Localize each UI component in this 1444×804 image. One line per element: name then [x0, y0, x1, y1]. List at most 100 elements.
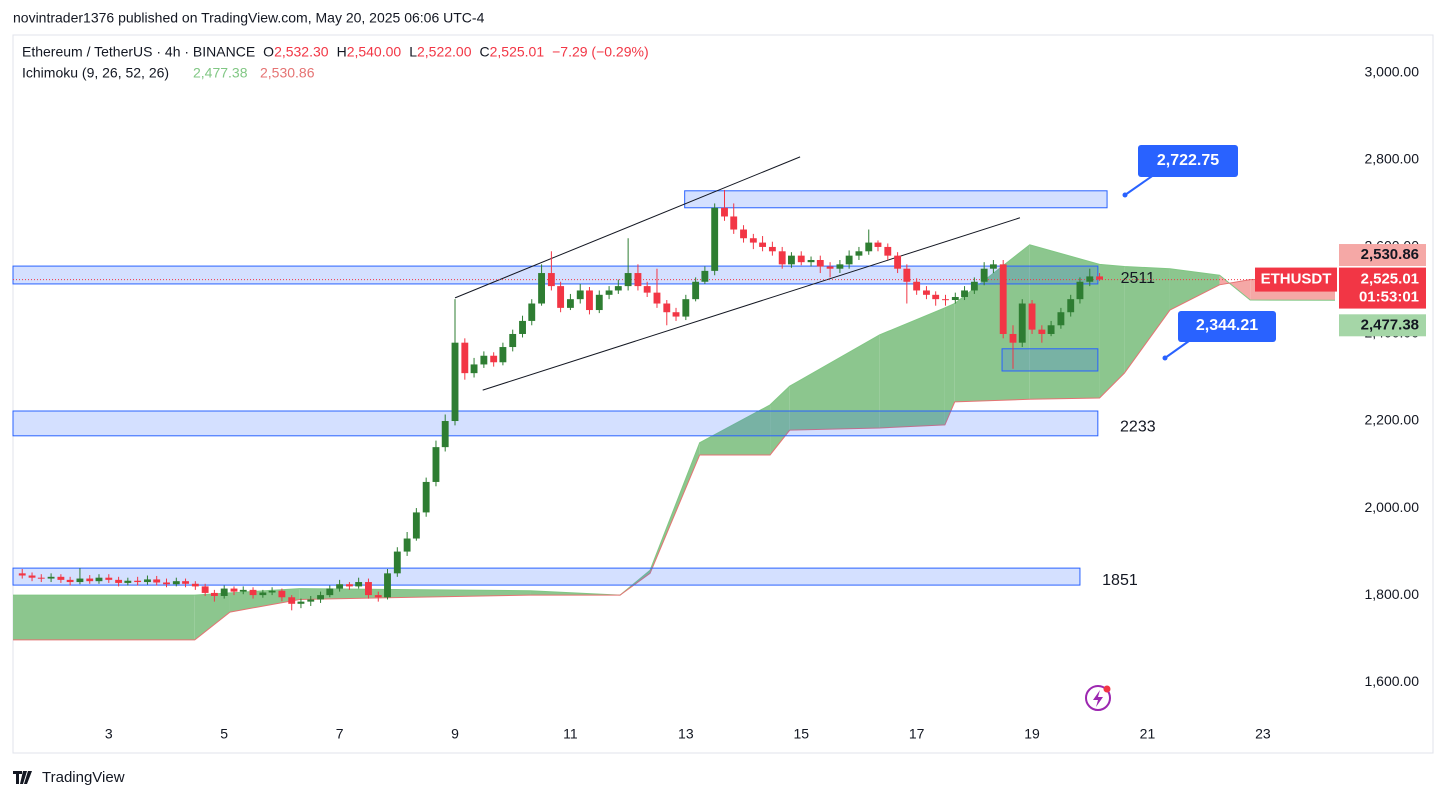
candle-body — [201, 586, 209, 593]
x-tick-label: 17 — [909, 726, 925, 742]
candle-body — [66, 579, 74, 583]
x-tick-label: 7 — [336, 726, 344, 742]
symbol-tag-label: ETHUSDT — [1261, 271, 1332, 288]
candle-body — [999, 264, 1007, 334]
y-tick-label: 2,800.00 — [1365, 151, 1420, 167]
candle-body — [566, 299, 574, 308]
candle-body — [153, 579, 161, 583]
candle-body — [76, 578, 84, 583]
candle-body — [989, 264, 997, 269]
callout-label: 2,722.75 — [1157, 152, 1219, 169]
candle-body — [47, 576, 55, 579]
ohlc-key: H — [337, 44, 347, 60]
byline: novintrader1376 published on TradingView… — [13, 10, 485, 26]
cloud-segment — [13, 595, 195, 640]
candle-body — [105, 577, 113, 580]
x-tick-label: 23 — [1255, 726, 1271, 742]
brand-name: TradingView — [42, 769, 125, 786]
price-tag-label: 2,525.01 — [1361, 271, 1419, 288]
candle-body — [336, 584, 344, 589]
candle-body — [278, 590, 286, 598]
candle-body — [942, 299, 949, 301]
candle-body — [874, 242, 882, 247]
candle-body — [509, 333, 517, 348]
candle-body — [441, 421, 449, 448]
countdown: 01:53:01 — [1359, 289, 1419, 306]
candle-body — [711, 207, 719, 271]
y-tick-label: 1,800.00 — [1365, 586, 1420, 602]
callout-box — [1178, 311, 1276, 342]
candle-body — [134, 580, 142, 583]
candle-body — [586, 290, 593, 311]
y-tick-label: 3,000.00 — [1365, 64, 1420, 80]
candle-body — [614, 286, 622, 291]
candle-body — [923, 290, 930, 295]
plot-area: 2511 2233 1851 — [12, 156, 1336, 641]
candle-body — [230, 588, 238, 592]
candle-body — [307, 599, 315, 602]
candle-body — [28, 575, 36, 578]
indicator-value: 2,477.38 — [193, 65, 248, 81]
cloud-segment — [1124, 266, 1170, 374]
ohlc-value: 2,540.00 — [347, 44, 402, 60]
candle-body — [365, 582, 372, 596]
candle-body — [768, 246, 776, 252]
y-tick-label: 1,600.00 — [1365, 673, 1420, 689]
candle-body — [807, 259, 815, 263]
candle-body — [18, 573, 26, 576]
zone-label: 1851 — [1102, 572, 1138, 589]
brand-logo — [13, 771, 32, 784]
candle-body — [403, 538, 411, 552]
candle-body — [182, 581, 189, 584]
candle-body — [163, 582, 170, 585]
candle-body — [692, 281, 700, 300]
candle-body — [297, 601, 305, 604]
candle-body — [470, 364, 478, 374]
candle-body — [951, 296, 959, 301]
price-tag-label: 2,477.38 — [1361, 316, 1419, 333]
candle-body — [865, 242, 873, 252]
ohlc-value: 2,522.00 — [417, 44, 472, 60]
ohlc-value: 2,525.01 — [490, 44, 545, 60]
candle-body — [557, 286, 565, 308]
candle-body — [288, 597, 296, 604]
trendline — [482, 217, 1021, 391]
cloud-segment — [1169, 268, 1220, 311]
candle-body — [1038, 329, 1046, 334]
candle-body — [326, 588, 334, 596]
candle-body — [432, 447, 440, 482]
candle-body — [845, 255, 853, 265]
alert-icon-bolt — [1093, 690, 1103, 707]
candle-body — [528, 303, 536, 321]
cloud-segment — [770, 386, 790, 455]
candle-body — [1047, 325, 1055, 334]
candle-body — [239, 589, 247, 592]
zone — [1001, 348, 1099, 372]
candle-body — [538, 273, 546, 304]
x-tick-label: 19 — [1024, 726, 1040, 742]
candle-body — [345, 584, 353, 587]
candle-body — [1057, 312, 1065, 326]
alert-icon[interactable] — [1085, 685, 1111, 711]
candle-body — [826, 266, 834, 269]
x-tick-label: 21 — [1140, 726, 1156, 742]
cloud-segment — [944, 303, 955, 425]
legend: Ethereum / TetherUS · 4h · BINANCE Ichim… — [22, 44, 649, 81]
candle-body — [461, 342, 469, 374]
cloud-segment — [879, 307, 945, 428]
candle-body — [730, 216, 738, 230]
cloud-segment — [299, 588, 531, 600]
candle-body — [95, 577, 103, 582]
trendline — [454, 156, 801, 299]
candle-body — [970, 281, 978, 291]
candle-body — [384, 573, 391, 598]
candle-body — [595, 294, 603, 311]
zone — [12, 265, 1099, 285]
cloud-segment — [1099, 264, 1125, 398]
chart-frame — [12, 34, 1434, 754]
x-tick-label: 5 — [220, 726, 228, 742]
candle-body — [317, 595, 324, 600]
candle-body — [624, 273, 632, 287]
candle-body — [374, 595, 382, 598]
